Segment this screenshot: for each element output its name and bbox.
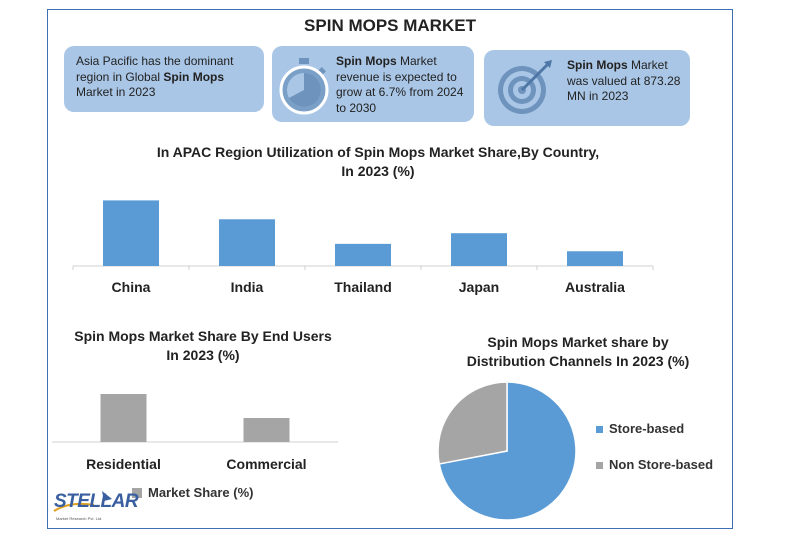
legend-label: Market Share (%) xyxy=(148,485,254,500)
infographic-frame: SPIN MOPS MARKET Asia Pacific has the do… xyxy=(47,9,733,529)
x-tick-label: Australia xyxy=(565,279,625,295)
x-tick-label: Residential xyxy=(86,456,161,472)
end-users-title-line2: In 2023 (%) xyxy=(166,347,240,363)
info-text-bold: Spin Mops xyxy=(163,69,225,84)
x-tick-label: India xyxy=(230,279,264,295)
x-tick-label: Commercial xyxy=(226,456,307,472)
info-box-growth: Spin Mops Market revenue is expected to … xyxy=(272,46,474,122)
country-chart-title: In APAC Region Utilization of Spin Mops … xyxy=(88,143,668,181)
legend-swatch xyxy=(596,462,603,470)
end-users-chart-title: Spin Mops Market Share By End Users In 2… xyxy=(58,327,348,365)
logo-tagline: Market Research Pvt. Ltd. xyxy=(56,516,103,521)
distribution-chart-title: Spin Mops Market share by Distribution C… xyxy=(428,333,728,371)
legend-swatch xyxy=(132,487,142,498)
end-users-title-line1: Spin Mops Market Share By End Users xyxy=(74,328,332,344)
x-tick-label: Japan xyxy=(458,279,500,295)
distribution-title-line2: Distribution Channels In 2023 (%) xyxy=(466,353,690,369)
x-tick-label: China xyxy=(111,279,151,295)
end-users-bar-chart xyxy=(52,394,338,443)
bar-thailand xyxy=(335,243,391,266)
pie-legend-store: Store-based xyxy=(596,421,684,436)
logo-swoosh-icon xyxy=(53,491,112,512)
legend-label: Non Store-based xyxy=(609,457,714,472)
bar-residential xyxy=(100,394,147,442)
stellar-logo: STELLAR Market Research Pvt. Ltd. xyxy=(50,485,139,525)
distribution-pie-chart xyxy=(437,381,577,521)
end-users-legend: Market Share (%) xyxy=(132,484,253,502)
logo-name: STELLAR xyxy=(54,491,139,512)
info-box-region: Asia Pacific has the dominant region in … xyxy=(64,46,264,112)
bar-japan xyxy=(451,233,507,266)
legend-swatch xyxy=(596,426,603,434)
page-title: SPIN MOPS MARKET xyxy=(304,16,476,35)
bar-australia xyxy=(567,251,623,266)
info-text-bold: Spin Mops xyxy=(336,54,397,68)
info-text-bold: Spin Mops xyxy=(567,58,628,72)
info-box-valuation: Spin Mops Market was valued at 873.28 MN… xyxy=(484,50,690,126)
pie-legend-non-store: Non Store-based xyxy=(596,457,713,472)
pie-slice-non-store-based xyxy=(437,381,508,465)
bar-china xyxy=(103,200,159,266)
distribution-title-line1: Spin Mops Market share by xyxy=(487,334,669,350)
target-icon xyxy=(498,60,552,114)
info-text-post: Market in 2023 xyxy=(76,85,156,99)
info-text-pre: Asia Pacific has the dominant region in … xyxy=(76,54,234,84)
country-bar-chart xyxy=(72,200,654,270)
info-text-post: Market was valued at 873.28 MN in 2023 xyxy=(567,58,681,103)
stopwatch-icon xyxy=(279,58,329,115)
x-tick-label: Thailand xyxy=(334,279,392,295)
bar-india xyxy=(219,219,275,266)
country-chart-title-line1: In APAC Region Utilization of Spin Mops … xyxy=(156,144,600,160)
info-text-post: Market revenue is expected to grow at 6.… xyxy=(336,54,464,115)
bar-commercial xyxy=(243,418,290,442)
country-chart-title-line2: In 2023 (%) xyxy=(341,163,415,179)
legend-label: Store-based xyxy=(609,421,685,436)
